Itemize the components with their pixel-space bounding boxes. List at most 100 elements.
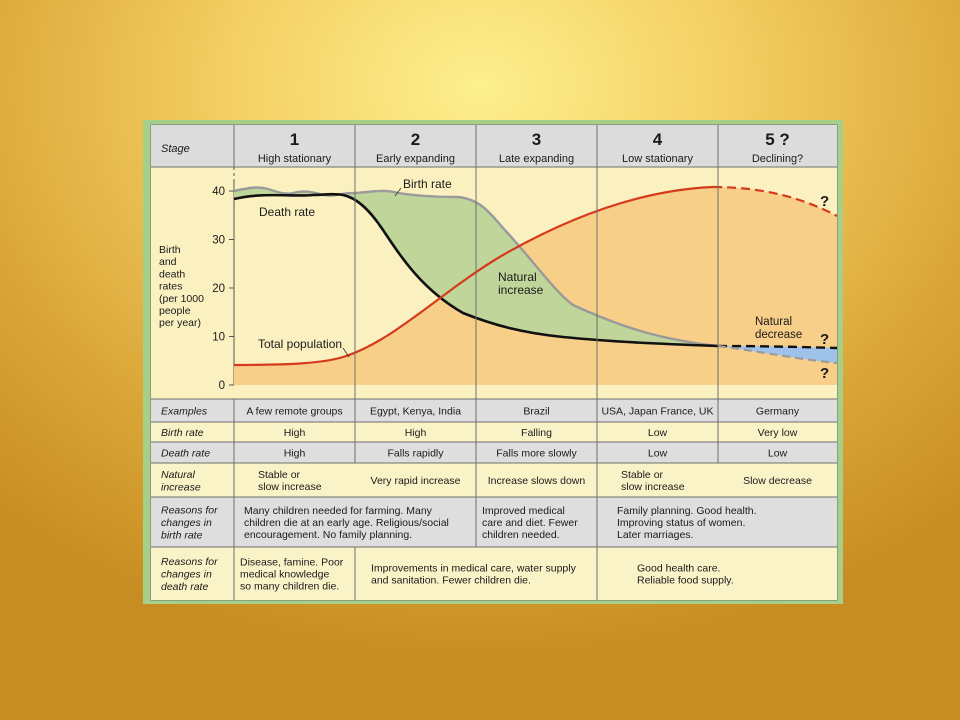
row-1-cell-4-line-1: USA, Japan France, UK xyxy=(601,406,713,418)
row-5-cell-1-line-2: children die at an early age. Religious/… xyxy=(244,517,449,529)
row-2-cell-1-line-1: High xyxy=(284,427,306,439)
birth-rate-pointer xyxy=(394,187,402,197)
death-rate-projection-line xyxy=(717,344,838,350)
row-4-label-line-1: Natural xyxy=(161,469,196,481)
row-6-cell-3-line-2: Reliable food supply. xyxy=(637,575,734,587)
row-5-cell-2-line-1: Improved medical xyxy=(482,505,565,517)
y-tick-label-10: 10 xyxy=(212,332,225,344)
row-2-label-line-1: Birth rate xyxy=(161,427,204,439)
table-row-6 xyxy=(151,547,837,600)
row-4-cell-5-line-1: Slow decrease xyxy=(743,475,812,487)
stage-4-name: Low stationary xyxy=(622,153,693,165)
stage-4-number: 4 xyxy=(653,130,663,149)
table-row-5 xyxy=(151,497,837,547)
row-3-label-line-1: Death rate xyxy=(161,448,210,460)
row-4-cell-2-line-1: Very rapid increase xyxy=(371,475,461,487)
demographic-transition-svg: Stage 1 High stationary 2 Early expanding 3 L… xyxy=(143,120,843,604)
row-5-cell-3-line-3: Later marriages. xyxy=(617,529,693,541)
row-5-label-line-1: Reasons for xyxy=(161,505,218,517)
row-3-cell-5-line-1: Low xyxy=(768,448,788,460)
row-5-cell-3-line-2: Improving status of women. xyxy=(617,517,745,529)
stage-1-name: High stationary xyxy=(258,153,332,165)
y-tick-label-20: 20 xyxy=(212,283,225,295)
row-5-cell-1-line-1: Many children needed for farming. Many xyxy=(244,505,433,517)
table-row-4 xyxy=(151,463,837,497)
header-row xyxy=(151,125,837,167)
stage-label: Stage xyxy=(161,143,190,155)
y-tick-label-30: 30 xyxy=(212,235,225,247)
row-6-cell-1-line-2: medical knowledge xyxy=(240,569,329,581)
y-axis-label-line-4: rates xyxy=(159,281,182,293)
row-6-label-line-2: changes in xyxy=(161,569,212,581)
row-6-label-line-3: death rate xyxy=(161,581,208,593)
total-population-pointer xyxy=(342,347,350,358)
row-5-cell-2-line-3: children needed. xyxy=(482,529,560,541)
total-population-label: Total population xyxy=(258,337,342,351)
row-6-cell-3-line-1: Good health care. xyxy=(637,562,720,574)
death-rate-question-mark: ? xyxy=(820,331,829,348)
row-5-cell-2-line-2: care and diet. Fewer xyxy=(482,517,578,529)
natural-increase-label-line-2: increase xyxy=(498,283,544,297)
table-row-3 xyxy=(151,442,837,463)
death-rate-label: Death rate xyxy=(259,205,315,219)
y-axis-label-line-1: Birth xyxy=(159,244,181,256)
y-axis-label-line-3: death xyxy=(159,268,185,280)
y-axis-label-line-7: per year) xyxy=(159,317,201,329)
stage-5-number: 5 ? xyxy=(765,130,790,149)
birth-rate-label: Birth rate xyxy=(403,177,452,191)
natural-increase-label-line-1: Natural xyxy=(498,270,537,284)
stage-5-name: Declining? xyxy=(752,153,803,165)
row-5-cell-1-line-3: encouragement. No family planning. xyxy=(244,529,412,541)
row-5-label-line-2: changes in xyxy=(161,517,212,529)
stage-table: Examples A few remote groups Egypt, Kenya,… xyxy=(151,399,837,600)
stage-2-number: 2 xyxy=(411,130,420,149)
row-4-cell-3-line-1: Increase slows down xyxy=(488,475,586,487)
birth-rate-line xyxy=(233,186,719,348)
row-1-cell-5-line-1: Germany xyxy=(756,406,800,418)
birth-rate-projection-line xyxy=(717,344,838,365)
row-3-cell-1-line-1: High xyxy=(284,448,306,460)
row-3-cell-4-line-1: Low xyxy=(648,448,668,460)
stage-headers: 1 High stationary 2 Early expanding 3 Late ex… xyxy=(258,130,803,165)
row-4-label-line-2: increase xyxy=(161,481,201,493)
y-tick-label-40: 40 xyxy=(212,186,225,198)
birth-rate-question-mark: ? xyxy=(820,365,829,382)
table-grid xyxy=(151,125,837,600)
row-6-cell-1-line-1: Disease, famine. Poor xyxy=(240,556,344,568)
row-1-cell-1-line-1: A few remote groups xyxy=(246,406,342,418)
row-6-label-line-1: Reasons for xyxy=(161,556,218,568)
stage-3-name: Late expanding xyxy=(499,153,574,165)
y-axis-label-line-5: (per 1000 xyxy=(159,293,204,305)
death-rate-line xyxy=(233,192,719,348)
row-4-cell-1-line-2: slow increase xyxy=(258,481,322,493)
population-question-mark: ? xyxy=(820,193,829,210)
population-projection-line xyxy=(712,185,838,217)
row-2-cell-3-line-1: Falling xyxy=(521,427,552,439)
table-row-2 xyxy=(151,422,837,442)
row-6-cell-2-line-1: Improvements in medical care, water supp… xyxy=(371,562,577,574)
row-6-cell-2-line-2: and sanitation. Fewer children die. xyxy=(371,575,531,587)
row-3-cell-3-line-1: Falls more slowly xyxy=(496,448,577,460)
stage-2-name: Early expanding xyxy=(376,153,455,165)
y-axis-label-line-6: people xyxy=(159,305,191,317)
y-tick-label-0: 0 xyxy=(219,380,225,392)
row-4-cell-4-line-1: Stable or xyxy=(621,469,664,481)
demographic-transition-figure: Stage 1 High stationary 2 Early expanding 3 L… xyxy=(143,120,843,604)
row-1-cell-3-line-1: Brazil xyxy=(523,406,549,418)
table-row-1 xyxy=(151,399,837,422)
y-axis-label-line-2: and xyxy=(159,256,177,268)
row-4-cell-4-line-2: slow increase xyxy=(621,481,685,493)
total-population-line xyxy=(233,185,714,367)
row-1-cell-2-line-1: Egypt, Kenya, India xyxy=(370,406,461,418)
stage-3-number: 3 xyxy=(532,130,541,149)
row-5-cell-3-line-1: Family planning. Good health. xyxy=(617,505,757,517)
stage-1-number: 1 xyxy=(290,130,299,149)
row-2-cell-4-line-1: Low xyxy=(648,427,668,439)
y-axis-ticks: 40 30 20 10 0 xyxy=(212,180,235,392)
row-5-label-line-3: birth rate xyxy=(161,530,203,542)
natural-decrease-label-line-1: Natural xyxy=(755,316,792,328)
natural-decrease-label-line-2: decrease xyxy=(755,329,802,341)
row-6-cell-1-line-3: so many children die. xyxy=(240,581,339,593)
row-4-cell-1-line-1: Stable or xyxy=(258,469,301,481)
